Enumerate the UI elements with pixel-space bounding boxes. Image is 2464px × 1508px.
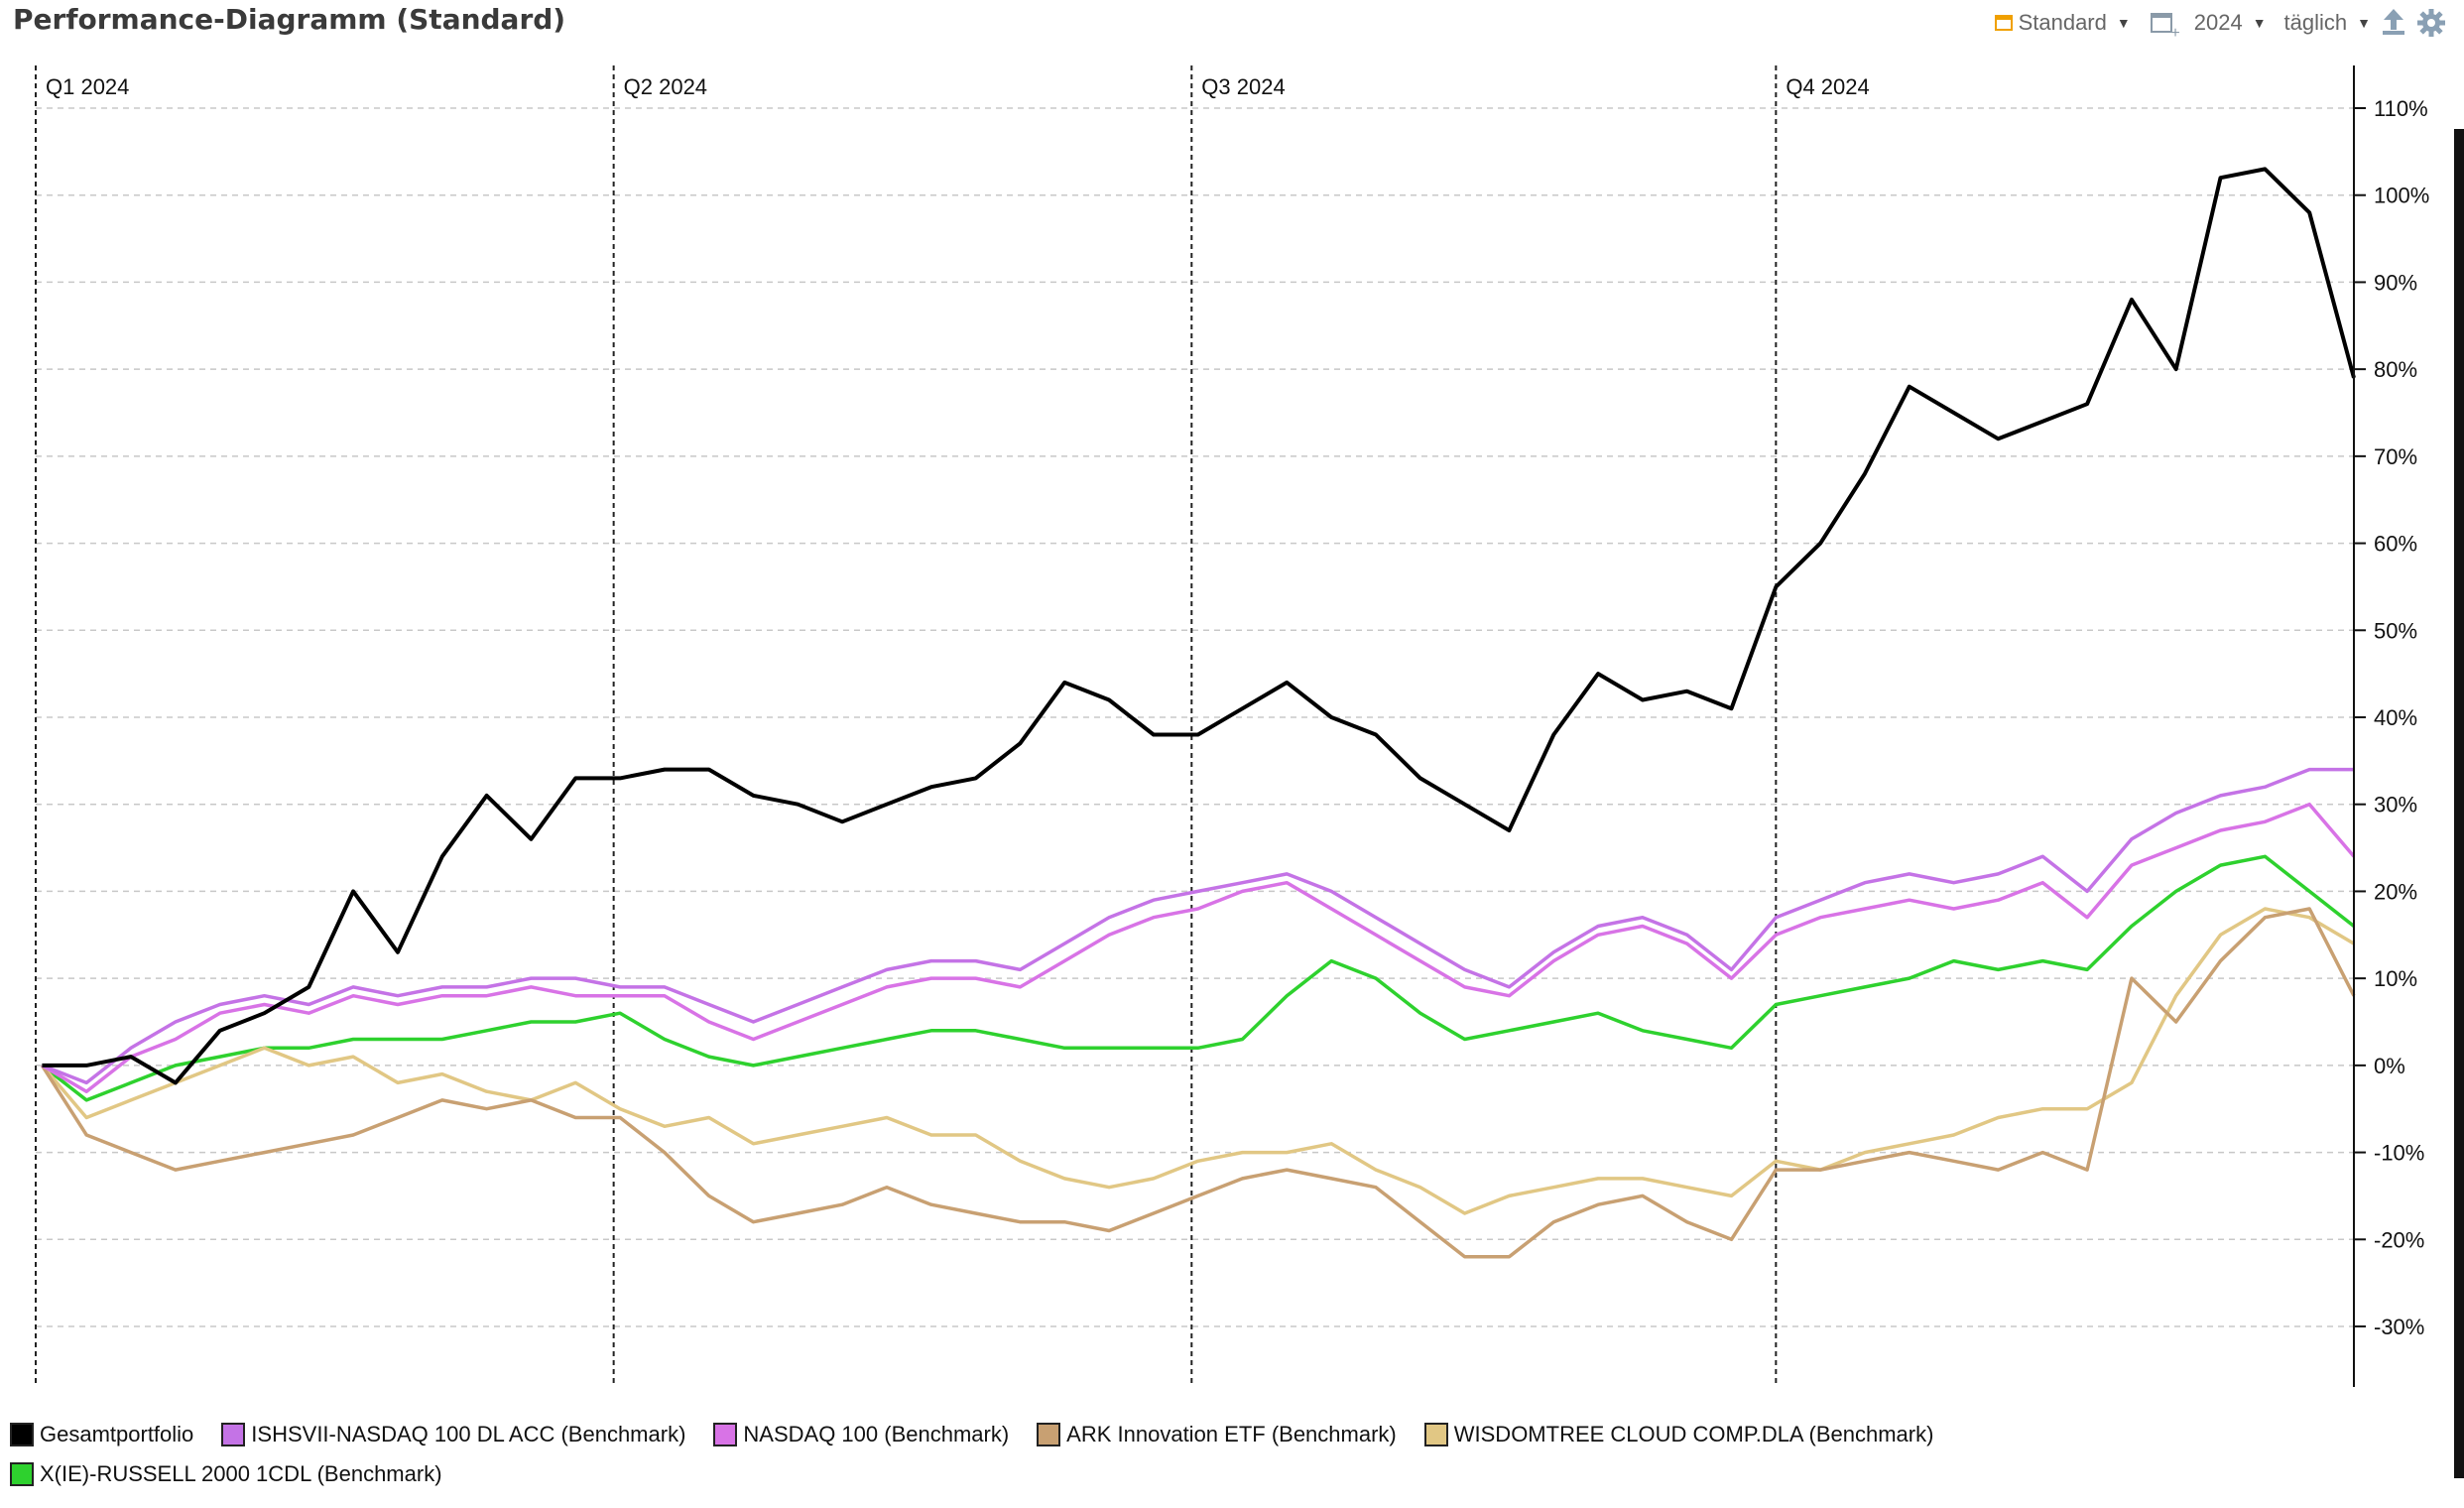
y-tick-label: 110% — [2374, 96, 2428, 121]
legend-label: ARK Innovation ETF (Benchmark) — [1066, 1422, 1397, 1446]
legend-row: Gesamtportfolio ISHSVII-NASDAQ 100 DL ACC… — [10, 1415, 2430, 1454]
y-tick-label: 40% — [2374, 705, 2417, 730]
y-axis: 110% 100% 90% 80% 70% 60% 50% 40% 30% 20% 10% 0% -10… — [2353, 65, 2429, 1387]
legend-swatch — [221, 1423, 246, 1446]
y-tick-label: 90% — [2374, 270, 2417, 295]
legend-item[interactable]: ISHSVII-NASDAQ 100 DL ACC (Benchmark) — [221, 1422, 685, 1447]
legend-swatch — [10, 1423, 34, 1446]
series-lines — [40, 167, 2356, 1259]
legend-swatch — [1423, 1423, 1448, 1446]
legend-item[interactable]: NASDAQ 100 (Benchmark) — [713, 1422, 1009, 1447]
y-tick-label: 70% — [2374, 444, 2417, 469]
view-selector-label: Standard — [2018, 10, 2107, 35]
chart-header: Performance-Diagramm (Standard) Standard… — [0, 0, 2464, 50]
legend-swatch — [1037, 1423, 1061, 1446]
y-tick-label: 30% — [2374, 793, 2417, 817]
legend-label: X(IE)-RUSSELL 2000 1CDL (Benchmark) — [40, 1461, 442, 1486]
chart-legend: Gesamtportfolio ISHSVII-NASDAQ 100 DL ACC… — [10, 1415, 2430, 1494]
y-tick-label: 50% — [2374, 618, 2417, 643]
legend-item[interactable]: ARK Innovation ETF (Benchmark) — [1037, 1422, 1397, 1447]
legend-row: X(IE)-RUSSELL 2000 1CDL (Benchmark) — [10, 1454, 2430, 1494]
interval-selector-label: täglich — [2283, 10, 2348, 35]
series-line — [41, 767, 2354, 1085]
quarter-label: Q4 2024 — [1786, 74, 1869, 99]
series-line — [42, 167, 2356, 1085]
legend-item[interactable]: Gesamtportfolio — [10, 1422, 193, 1447]
chart-toolbar: Standard ▼ 2024 ▼ täglich ▼ — [1994, 4, 2446, 43]
series-line — [40, 907, 2356, 1259]
performance-chart: Q1 2024 Q2 2024 Q3 2024 Q4 2024 110% 100% 90%… — [35, 65, 2429, 1387]
y-tick-label: 80% — [2374, 357, 2417, 382]
upload-icon[interactable] — [2379, 8, 2408, 38]
scrollbar[interactable] — [2454, 129, 2464, 1478]
y-tick-label: 0% — [2374, 1054, 2405, 1078]
legend-swatch — [10, 1462, 34, 1486]
interval-selector[interactable]: täglich ▼ — [2284, 10, 2371, 36]
legend-label: WISDOMTREE CLOUD COMP.DLA (Benchmark) — [1453, 1422, 1934, 1446]
new-window-icon[interactable] — [2150, 13, 2180, 43]
y-tick-label: 60% — [2374, 532, 2417, 557]
chevron-down-icon: ▼ — [2116, 15, 2131, 31]
chevron-down-icon: ▼ — [2357, 15, 2371, 31]
quarter-label: Q3 2024 — [1201, 74, 1285, 99]
legend-label: NASDAQ 100 (Benchmark) — [743, 1422, 1010, 1446]
series-line — [41, 907, 2355, 1215]
quarter-label: Q2 2024 — [624, 74, 707, 99]
series-line — [41, 854, 2356, 1102]
y-tick-label: -10% — [2374, 1141, 2424, 1166]
chevron-down-icon: ▼ — [2252, 15, 2267, 31]
year-selector[interactable]: 2024 ▼ — [2194, 10, 2267, 36]
legend-item[interactable]: X(IE)-RUSSELL 2000 1CDL (Benchmark) — [10, 1461, 442, 1487]
y-tick-label: 100% — [2374, 184, 2429, 208]
y-tick-label: -30% — [2374, 1315, 2424, 1339]
y-tick-label: 20% — [2374, 879, 2417, 904]
legend-label: Gesamtportfolio — [40, 1422, 194, 1446]
gear-icon[interactable] — [2416, 8, 2446, 38]
series-line — [41, 802, 2356, 1093]
grid-lines — [36, 107, 2354, 1327]
page-title: Performance-Diagramm (Standard) — [13, 3, 566, 36]
legend-item[interactable]: WISDOMTREE CLOUD COMP.DLA (Benchmark) — [1423, 1422, 1934, 1447]
y-tick-label: -20% — [2374, 1227, 2424, 1252]
quarter-markers: Q1 2024 Q2 2024 Q3 2024 Q4 2024 — [35, 65, 1870, 1387]
y-tick-label: 10% — [2374, 966, 2417, 991]
quarter-label: Q1 2024 — [46, 74, 129, 99]
legend-label: ISHSVII-NASDAQ 100 DL ACC (Benchmark) — [251, 1422, 686, 1446]
view-selector[interactable]: Standard ▼ — [1994, 10, 2131, 36]
legend-swatch — [713, 1423, 738, 1446]
year-selector-label: 2024 — [2193, 10, 2243, 35]
calendar-icon — [1994, 15, 2013, 31]
